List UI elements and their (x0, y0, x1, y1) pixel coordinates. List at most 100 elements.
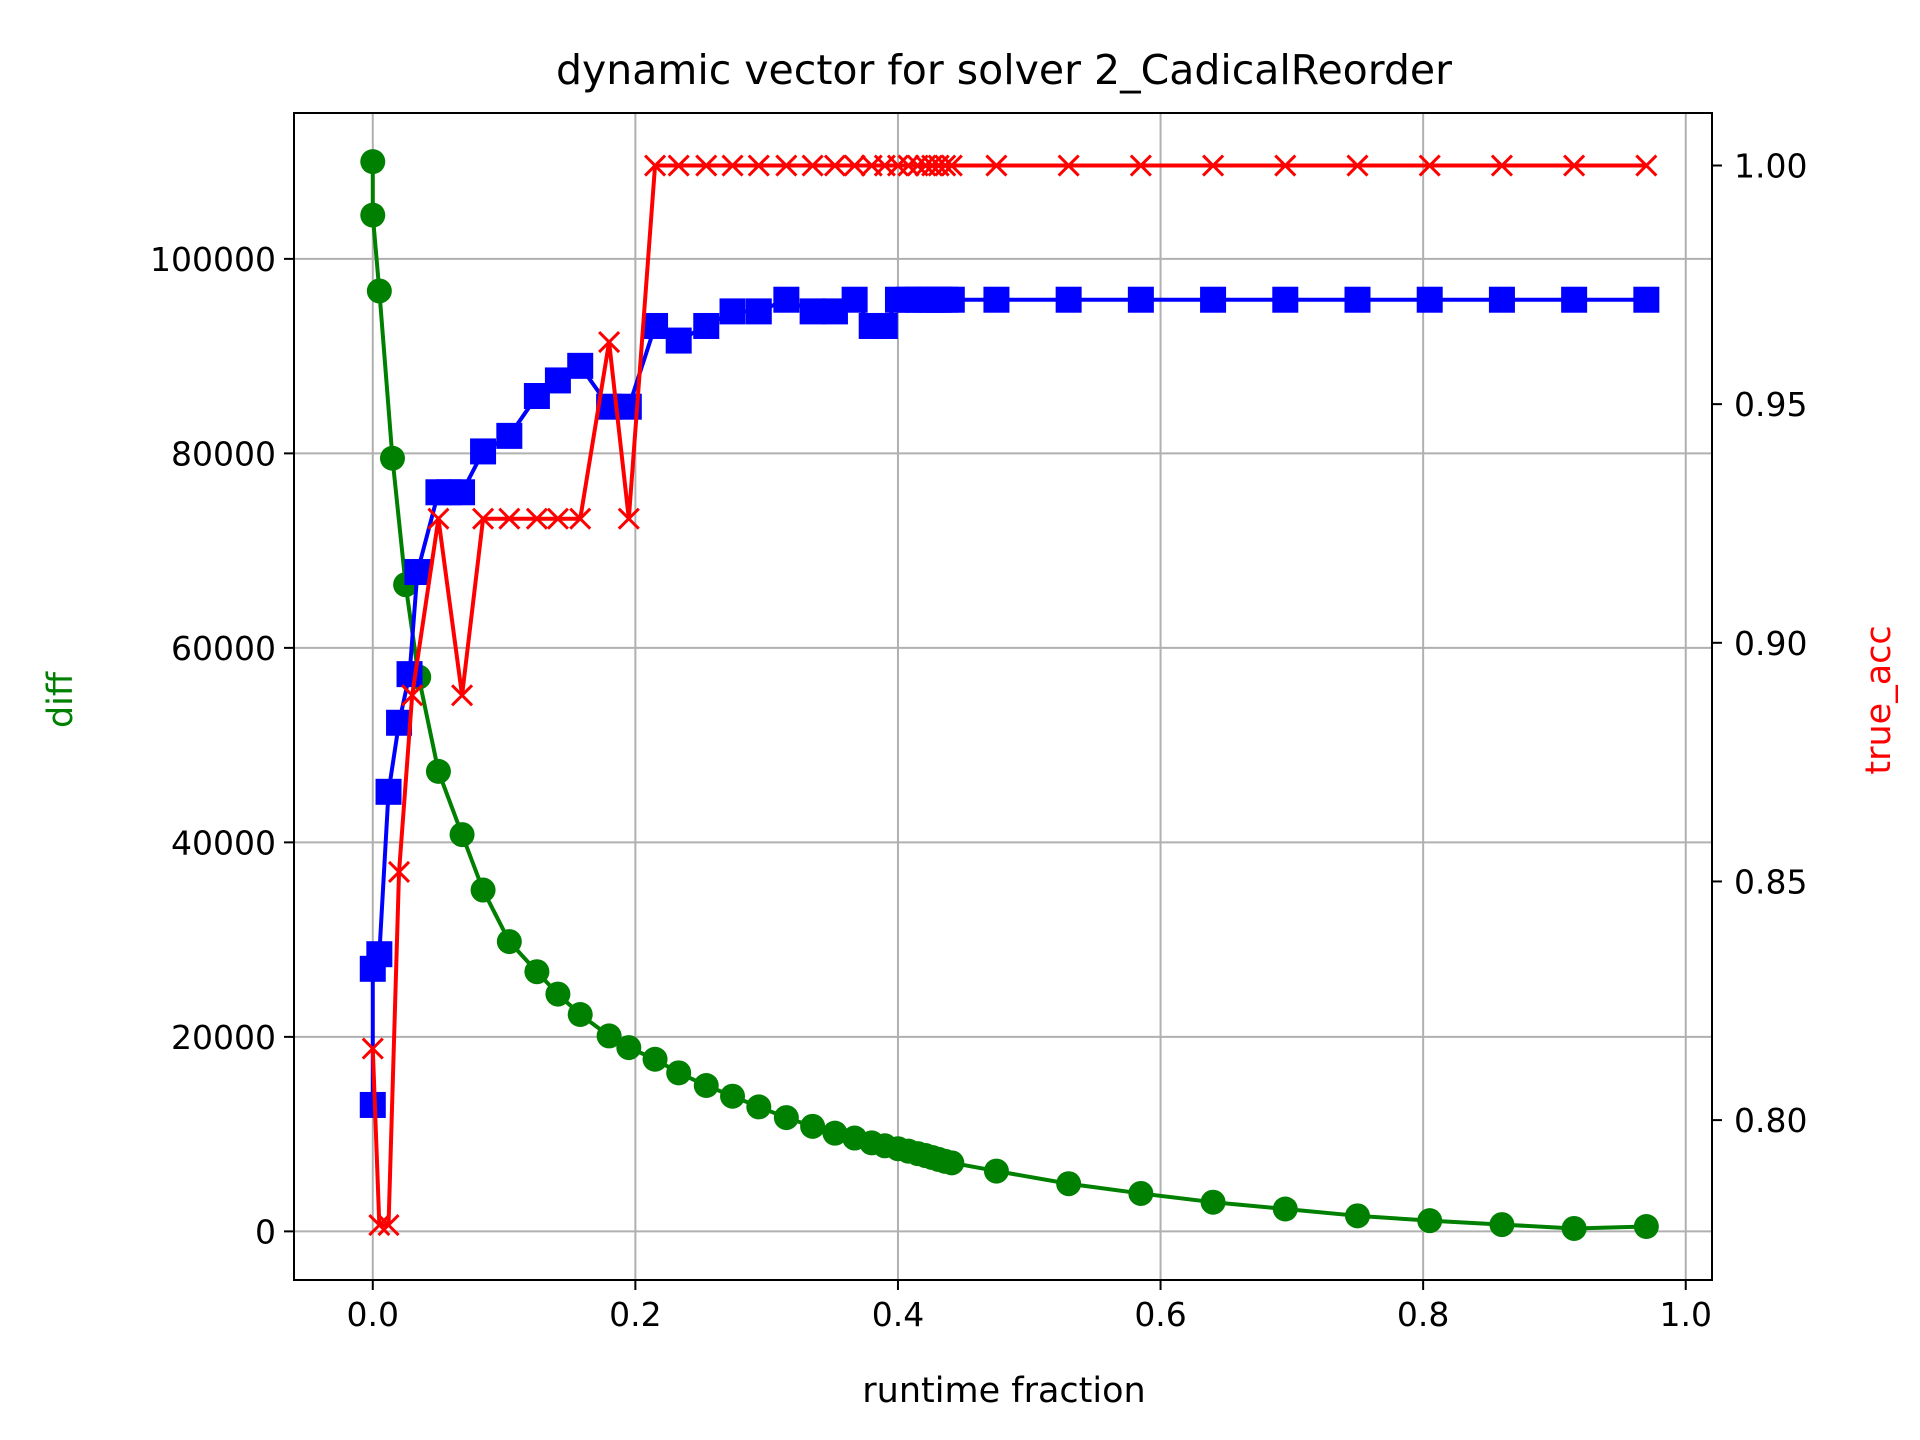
series-1-point (841, 286, 868, 313)
series-2-point (801, 154, 824, 177)
series-0-point (1200, 1189, 1226, 1215)
series-0-point (983, 1158, 1009, 1184)
series-0-point (379, 445, 405, 471)
series-1-point (1633, 286, 1660, 313)
series-1-point (938, 286, 965, 313)
series-1-point (1416, 286, 1443, 313)
series-2 (361, 154, 1658, 1237)
series-0-point (366, 278, 392, 304)
series-0-point (524, 959, 550, 985)
series-0-point (939, 1150, 965, 1176)
series-2-point (1129, 154, 1152, 177)
series-2-point (450, 684, 474, 707)
series-2-point (401, 684, 424, 707)
series-2-point (721, 154, 744, 177)
series-2-point (598, 331, 621, 354)
series-2-point (569, 507, 592, 530)
series-0-point (720, 1083, 746, 1109)
y-right-tick-label: 0.80 (1734, 1101, 1807, 1140)
series-2-point (934, 154, 957, 177)
series-0-point (360, 149, 386, 175)
series-2-point (1635, 154, 1658, 177)
series-0-point (1561, 1215, 1587, 1241)
series-1-point (567, 352, 594, 379)
series-0-point (773, 1105, 799, 1131)
x-axis-title: runtime fraction (862, 1371, 1145, 1411)
series-0-point (470, 877, 496, 903)
x-tick-label: 0.4 (872, 1295, 924, 1334)
series-0-point (616, 1035, 642, 1061)
series-2-point (1490, 154, 1513, 177)
series-layer (359, 149, 1660, 1241)
series-2-point (695, 154, 718, 177)
series-0-point (822, 1120, 848, 1146)
series-2-point (985, 154, 1008, 177)
series-2-point (361, 1037, 384, 1060)
series-2-point (1274, 154, 1297, 177)
series-2-point (897, 154, 920, 177)
series-1-point (1488, 286, 1515, 313)
y-tick-label: 80000 (171, 434, 276, 473)
series-0-point (496, 929, 522, 955)
y-tick-label: 0 (255, 1212, 276, 1251)
series-1-point (375, 778, 402, 805)
series-2-point (368, 1214, 391, 1237)
series-2-point (1418, 154, 1441, 177)
series-1-point (1344, 286, 1371, 313)
x-tick-label: 0.0 (347, 1295, 399, 1334)
series-2-point (1563, 154, 1586, 177)
series-2-point (775, 154, 798, 177)
x-tick-label: 0.8 (1397, 1295, 1449, 1334)
series-2-point (617, 507, 640, 530)
plot-frame (293, 112, 1713, 1281)
series-0-point (1489, 1212, 1515, 1238)
y-right-tick-label: 1.00 (1734, 147, 1807, 186)
series-1-point (773, 286, 800, 313)
series-1-point (983, 286, 1010, 313)
series-1-point (449, 479, 476, 506)
series-2-point (886, 154, 910, 177)
series-1-point (1200, 286, 1227, 313)
series-2-point (387, 860, 411, 883)
series-2-point (472, 507, 495, 530)
x-tick-label: 0.2 (609, 1295, 661, 1334)
series-0-point (800, 1113, 826, 1139)
y-axis-right-title: true_acc (1859, 625, 1899, 774)
y-axis-left: 0 20000 40000 60000 80000 100000 (150, 240, 294, 1251)
series-0-point (1272, 1196, 1298, 1222)
series-1-point (1561, 286, 1588, 313)
series-0-point (642, 1046, 668, 1072)
series-0-point (666, 1060, 692, 1086)
series-1-point (404, 559, 431, 586)
series-1-point (470, 438, 497, 465)
series-0-point (1056, 1171, 1082, 1197)
series-0-point (1417, 1208, 1443, 1234)
series-0-point (545, 981, 571, 1007)
series-0-point (746, 1094, 772, 1120)
series-0-point (693, 1073, 719, 1098)
series-0 (360, 149, 1659, 1241)
series-1-point (1272, 286, 1299, 313)
series-2-point (498, 507, 521, 530)
series-2-point (546, 507, 569, 530)
x-axis: 0.0 0.2 0.4 0.6 0.8 1.0 (347, 1280, 1712, 1334)
series-1-point (665, 327, 692, 354)
series-2-point (377, 1214, 400, 1237)
x-tick-label: 1.0 (1659, 1295, 1711, 1334)
series-0-point (596, 1023, 622, 1049)
y-tick-label: 60000 (171, 629, 276, 668)
series-1-point (642, 312, 669, 339)
y-tick-label: 40000 (171, 823, 276, 862)
series-0-point (449, 822, 475, 848)
series-2-point (940, 154, 963, 177)
series-0-point (360, 202, 386, 228)
series-1-point (366, 941, 393, 968)
series-1-point (544, 367, 571, 394)
y-right-tick-label: 0.85 (1734, 862, 1807, 901)
series-1-point (799, 298, 826, 325)
series-1-point (871, 312, 898, 339)
series-0-point (1345, 1203, 1370, 1229)
series-2-point (667, 154, 690, 177)
series-2-point (427, 507, 450, 530)
